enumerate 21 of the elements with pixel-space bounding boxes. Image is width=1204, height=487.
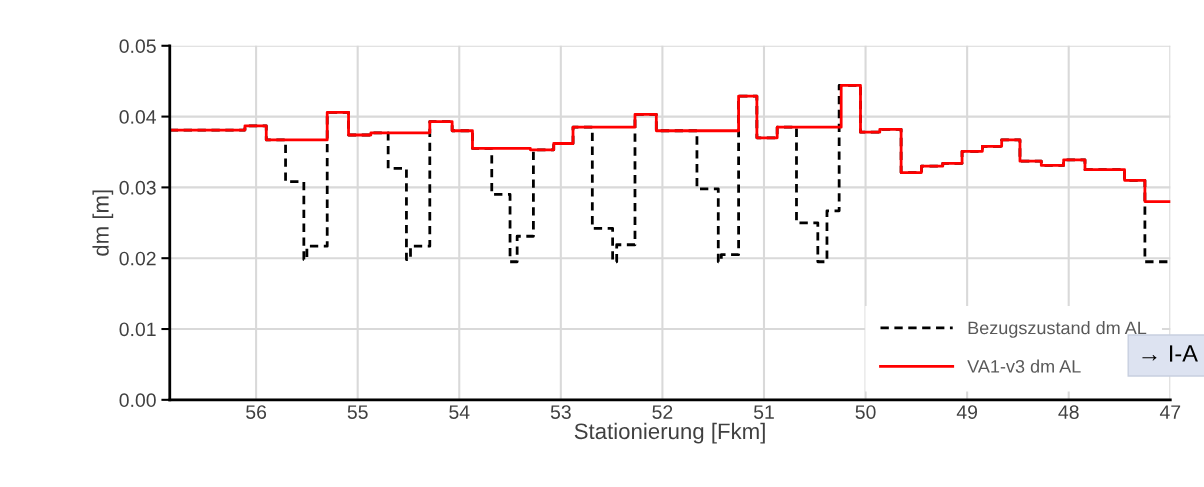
y-tick-label: 0.03: [119, 180, 156, 195]
x-tick-label: 52: [652, 405, 673, 419]
x-tick-label: 51: [753, 405, 774, 419]
y-tick-label: 0.02: [119, 251, 156, 266]
x-tick-label: 54: [449, 405, 470, 419]
x-tick-label: 48: [1058, 405, 1079, 419]
x-tick-label: 47: [1159, 405, 1181, 419]
x-tick-label: 53: [550, 405, 571, 419]
x-axis-title: Stationierung [Fkm]: [574, 422, 765, 444]
legend-label: Bezugszustand dm AL: [968, 321, 1147, 338]
x-tick-label: 49: [956, 405, 978, 419]
annotation: → I-A: [1142, 345, 1198, 362]
y-tick-label: 0.01: [119, 322, 156, 337]
y-tick-label: 0.00: [119, 393, 156, 408]
x-tick-label: 50: [855, 405, 876, 419]
x-tick-label: 56: [246, 405, 267, 419]
y-tick-label: 0.05: [119, 39, 156, 54]
y-axis-title: dm [m]: [92, 190, 114, 256]
x-tick-label: 55: [347, 405, 368, 419]
y-tick-label: 0.04: [119, 110, 156, 124]
legend-label: VA1-v3 dm AL: [967, 359, 1081, 373]
